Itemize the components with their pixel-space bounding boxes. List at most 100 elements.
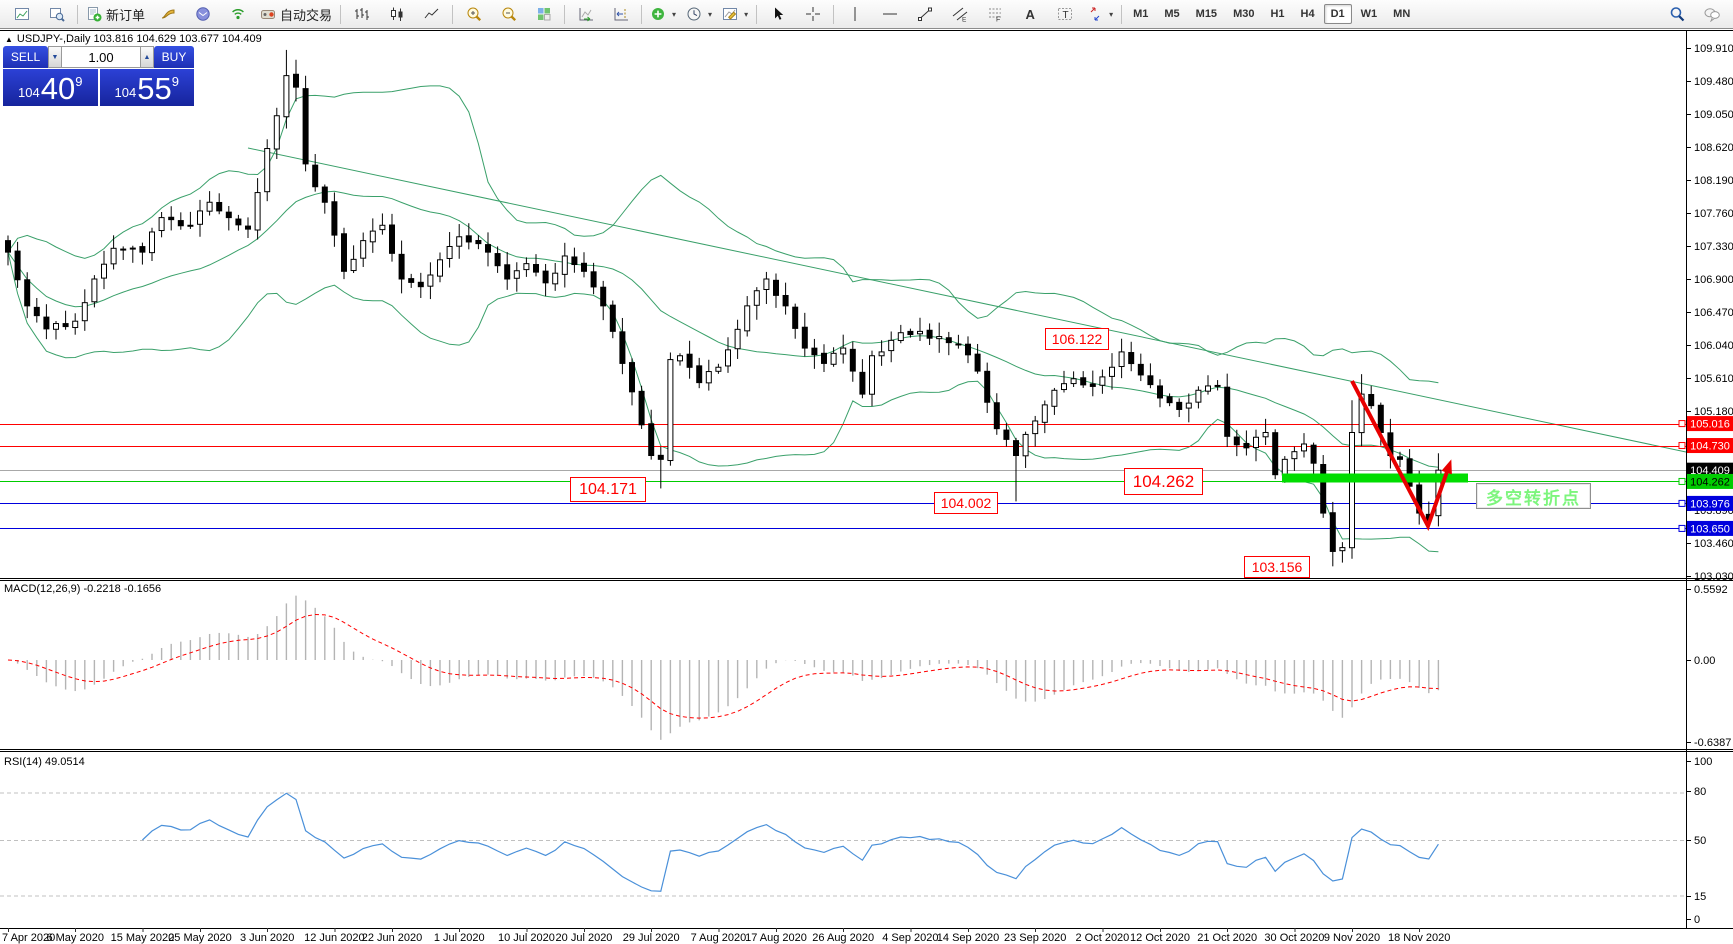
toolbar: 新订单 自动交易 ▾ ▾ ▾ E F A T ▾ M1 M5 M15 M30 H1 H4 D1 W1 MN [0, 0, 1733, 29]
text-button[interactable]: A [1012, 2, 1047, 27]
templates-button[interactable]: ▾ [717, 2, 753, 27]
svg-text:1 Jul 2020: 1 Jul 2020 [434, 932, 485, 944]
horizontal-line-button[interactable] [872, 2, 907, 27]
new-chart-icon [14, 8, 29, 20]
auto-scroll-button[interactable] [568, 2, 603, 27]
search-icon [1670, 7, 1684, 22]
price-callout[interactable]: 104.171 [570, 477, 646, 502]
chart-shift-button[interactable] [603, 2, 638, 27]
sell-button[interactable]: SELL [3, 46, 48, 68]
svg-text:2 Oct 2020: 2 Oct 2020 [1075, 932, 1129, 944]
svg-text:12 Oct 2020: 12 Oct 2020 [1130, 932, 1190, 944]
timeframe-w1-button[interactable]: W1 [1360, 8, 1378, 20]
sell-price-panel[interactable]: 104 40 9 [3, 68, 98, 106]
buy-button[interactable]: BUY [154, 46, 194, 68]
profiles-button[interactable] [39, 2, 74, 27]
chevron-down-icon: ▾ [672, 9, 677, 19]
svg-text:7 Aug 2020: 7 Aug 2020 [691, 932, 747, 944]
buy-price-sup: 9 [171, 74, 179, 89]
vertical-line-button[interactable] [837, 2, 872, 27]
volume-increase-button[interactable]: ▲ [140, 46, 154, 68]
svg-text:30 Oct 2020: 30 Oct 2020 [1264, 932, 1324, 944]
channel-button[interactable]: E [942, 2, 977, 27]
price-callout[interactable]: 103.156 [1244, 556, 1310, 578]
arrows-button[interactable]: ▾ [1082, 2, 1118, 27]
zoom-in-button[interactable] [456, 2, 491, 27]
svg-text:E: E [962, 17, 967, 23]
sell-price-sup: 9 [75, 74, 83, 89]
rsi-label: RSI(14) 49.0514 [4, 756, 85, 768]
symbol-info[interactable]: ▲ USDJPY-,Daily 103.816 104.629 103.677 … [5, 33, 262, 45]
price-callout[interactable]: 104.262 [1124, 468, 1203, 495]
line-chart-button[interactable] [414, 2, 449, 27]
one-click-trading-widget: SELL ▼ ▲ BUY 104 40 9 104 55 9 [3, 46, 194, 106]
timeframe-h1-button[interactable]: H1 [1270, 8, 1285, 20]
timeframe-m5-button[interactable]: M5 [1164, 8, 1180, 20]
timeframe-m1-button[interactable]: M1 [1133, 8, 1149, 20]
chat-icon [1704, 8, 1720, 22]
toolbar-separator [641, 4, 643, 24]
buy-price-panel[interactable]: 104 55 9 [99, 68, 194, 106]
periods-button[interactable]: ▾ [681, 2, 717, 27]
svg-text:107.760: 107.760 [1694, 208, 1733, 220]
signals-button[interactable] [220, 2, 255, 27]
timeframe-h4-button[interactable]: H4 [1300, 8, 1315, 20]
bars-icon [354, 8, 369, 20]
timeframe-m30-button[interactable]: M30 [1233, 8, 1255, 20]
cursor-button[interactable] [760, 2, 795, 27]
price-callout[interactable]: 106.122 [1045, 328, 1109, 350]
rsi-panel: 100 80 50 15 0 [0, 756, 1712, 926]
price-callout[interactable]: 104.002 [934, 492, 998, 514]
trendline-button[interactable] [907, 2, 942, 27]
timeframe-m15-button[interactable]: M15 [1195, 8, 1218, 20]
indicators-button[interactable]: ▾ [645, 2, 681, 27]
tile-windows-button[interactable] [526, 2, 561, 27]
svg-text:106.040: 106.040 [1694, 340, 1733, 352]
toolbar-separator [1121, 4, 1123, 24]
zoom-in-icon [467, 7, 481, 22]
chat-button[interactable] [1694, 2, 1729, 27]
macd-label: MACD(12,26,9) -0.2218 -0.1656 [4, 583, 162, 595]
search-button[interactable] [1659, 2, 1694, 27]
new-order-icon [88, 7, 102, 22]
volume-decrease-button[interactable]: ▼ [48, 46, 62, 68]
text-label-button[interactable]: T [1047, 2, 1082, 27]
volume-input[interactable] [62, 46, 140, 68]
svg-text:106.900: 106.900 [1694, 274, 1733, 286]
messages-button[interactable] [185, 2, 220, 27]
trendline-object [247, 147, 1687, 453]
toolbar-separator [756, 4, 758, 24]
chart-shift-icon [614, 8, 628, 21]
candlestick-chart-button[interactable] [379, 2, 414, 27]
autotrading-button[interactable]: 自动交易 [255, 2, 337, 27]
zoom-out-button[interactable] [491, 2, 526, 27]
fibonacci-button[interactable]: F [977, 2, 1012, 27]
svg-text:105.610: 105.610 [1694, 373, 1733, 385]
svg-text:26 Aug 2020: 26 Aug 2020 [812, 932, 874, 944]
vline-icon [854, 7, 856, 21]
svg-text:-0.6387: -0.6387 [1694, 737, 1731, 749]
history-center-button[interactable] [150, 2, 185, 27]
svg-text:80: 80 [1694, 786, 1706, 798]
candles-layer [5, 49, 1442, 567]
chevron-down-icon: ▾ [744, 9, 749, 19]
turning-point-annotation[interactable]: 多空转折点 [1476, 483, 1591, 509]
linechart-icon [424, 8, 438, 19]
panel-frames [0, 30, 1733, 929]
price-scale[interactable]: 109.910 109.480 109.050 108.620 108.190 107.7… [1678, 43, 1733, 583]
new-chart-button[interactable] [4, 2, 39, 27]
toolbar-separator [340, 4, 342, 24]
svg-text:105.016: 105.016 [1690, 419, 1730, 431]
chevron-down-icon: ▾ [1109, 9, 1114, 19]
timeframe-d1-button[interactable]: D1 [1323, 4, 1352, 24]
svg-text:104.730: 104.730 [1690, 441, 1730, 453]
new-order-button[interactable]: 新订单 [81, 2, 150, 27]
bar-chart-button[interactable] [344, 2, 379, 27]
timeframe-mn-button[interactable]: MN [1393, 8, 1411, 20]
svg-text:108.620: 108.620 [1694, 142, 1733, 154]
svg-text:0.00: 0.00 [1694, 655, 1715, 667]
crosshair-button[interactable] [795, 2, 830, 27]
